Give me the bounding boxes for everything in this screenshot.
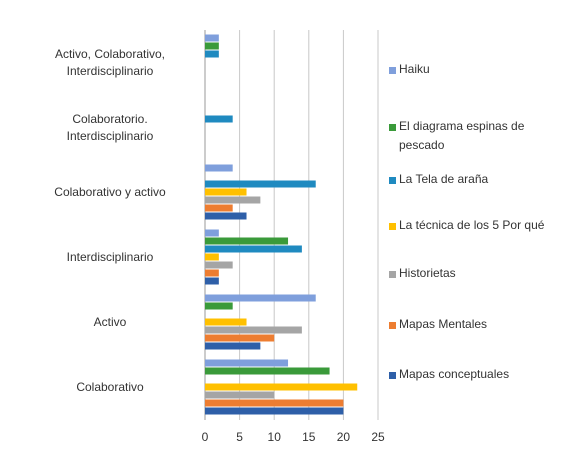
bar: [205, 407, 344, 415]
legend-label: El diagrama espinas de pescado: [399, 119, 525, 152]
bar: [205, 196, 261, 204]
bar: [205, 180, 316, 188]
bar: [205, 237, 289, 245]
bar: [205, 342, 261, 350]
legend-swatch: [389, 322, 396, 329]
bar: [205, 399, 344, 407]
legend-label: La Tela de araña: [399, 172, 489, 186]
bar: [205, 212, 247, 220]
bar: [205, 204, 233, 212]
bar: [205, 34, 219, 42]
bar: [205, 261, 233, 269]
x-tick-label: 0: [202, 430, 209, 444]
y-tick-label: Colaborativo y activo: [54, 185, 166, 199]
bar: [205, 367, 330, 375]
bar: [205, 391, 275, 399]
y-tick-label: Activo: [93, 315, 127, 329]
x-tick-label: 25: [371, 430, 385, 444]
bar: [205, 269, 219, 277]
legend-label: Haiku: [399, 62, 430, 76]
y-tick-label: Colaboratorio. Interdisciplinario: [66, 111, 154, 143]
legend-swatch: [389, 372, 396, 379]
legend-swatch: [389, 67, 396, 74]
legend-swatch: [389, 271, 396, 278]
bar: [205, 277, 219, 285]
bar: [205, 253, 219, 261]
bar: [205, 188, 247, 196]
y-tick-label: Interdisciplinario: [66, 250, 154, 264]
bar: [205, 334, 275, 342]
bar: [205, 383, 358, 391]
y-tick-label: Colaborativo: [76, 380, 144, 394]
x-tick-label: 5: [236, 430, 243, 444]
bar: [205, 318, 247, 326]
bar: [205, 359, 289, 367]
bar: [205, 115, 233, 123]
x-tick-label: 10: [268, 430, 282, 444]
bar: [205, 294, 316, 302]
bar: [205, 42, 219, 50]
x-tick-label: 15: [302, 430, 316, 444]
bar: [205, 229, 219, 237]
legend-swatch: [389, 124, 396, 131]
y-tick-label: Activo, Colaborativo, Interdisciplinario: [54, 46, 166, 78]
bar: [205, 245, 302, 253]
legend-label: La técnica de los 5 Por qué: [399, 218, 545, 232]
x-tick-label: 20: [337, 430, 351, 444]
bar: [205, 326, 302, 334]
legend-swatch: [389, 177, 396, 184]
bar: [205, 164, 233, 172]
bar: [205, 50, 219, 58]
legend-label: Mapas conceptuales: [399, 367, 510, 381]
legend-label: Historietas: [399, 266, 456, 280]
bar: [205, 302, 233, 310]
legend-label: Mapas Mentales: [399, 317, 488, 331]
legend-swatch: [389, 223, 396, 230]
